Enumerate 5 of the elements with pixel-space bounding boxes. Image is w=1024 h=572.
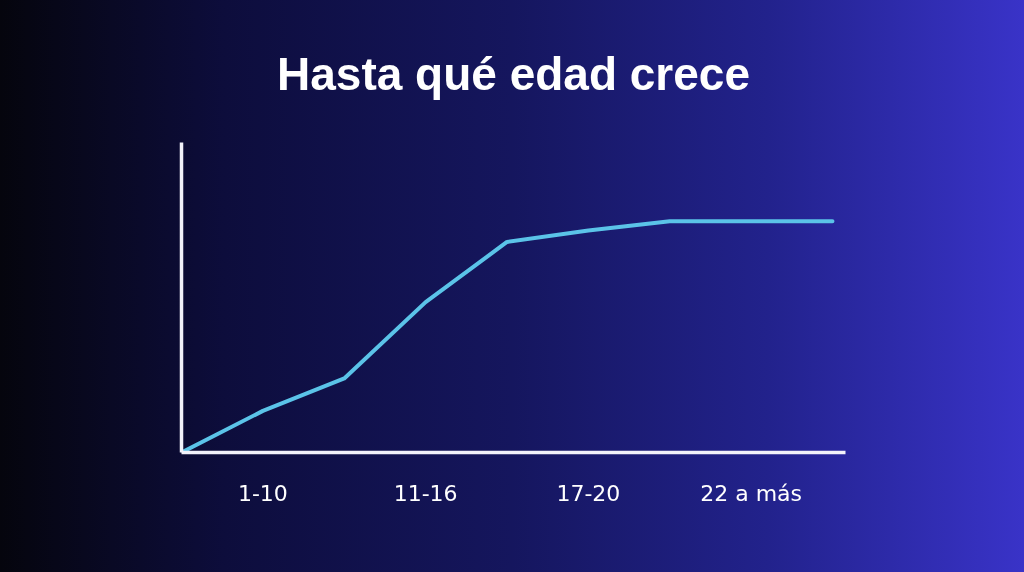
x-tick-label: 11-16 <box>393 480 458 506</box>
x-tick-label: 1-10 <box>237 480 288 506</box>
chart-title: Hasta qué edad crece <box>277 47 751 100</box>
x-tick-label: 22 a más <box>700 480 803 506</box>
x-tick-label: 17-20 <box>556 480 621 506</box>
